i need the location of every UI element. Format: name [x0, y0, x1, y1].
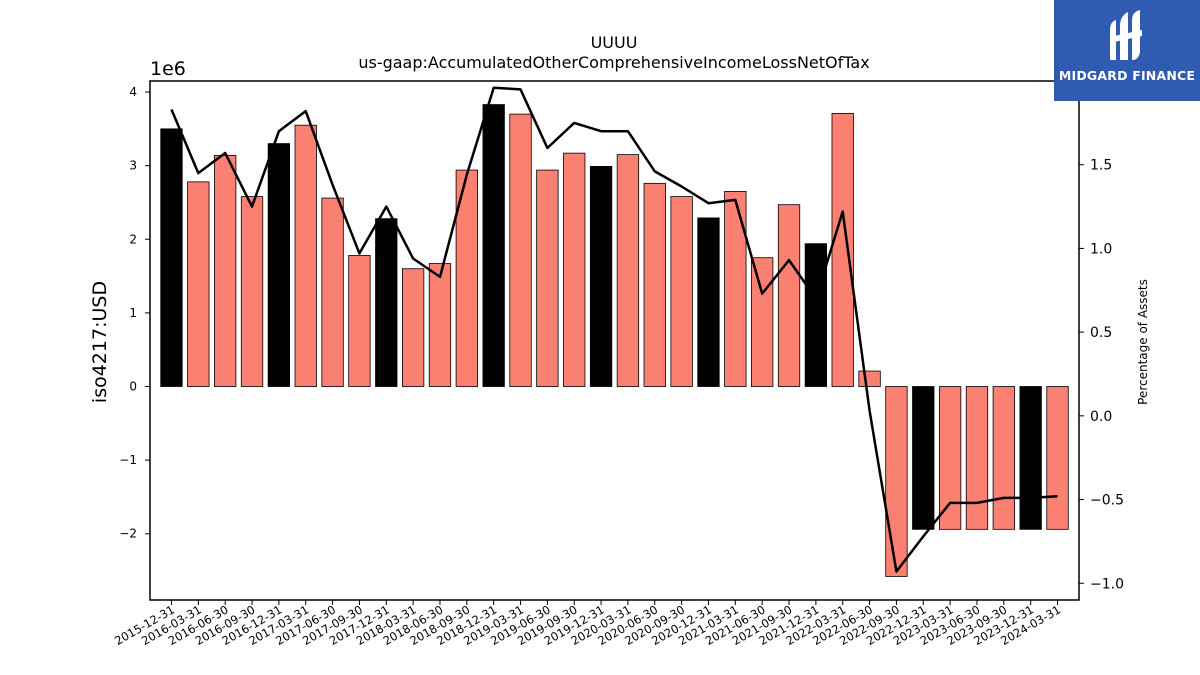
bar [1019, 386, 1042, 530]
axes-layer: −2−101234−1.0−0.50.00.51.01.52015-12-312… [112, 85, 1124, 648]
bar [992, 386, 1015, 530]
bar [348, 255, 371, 387]
midgard-finance-logo: MIDGARD FINANCE [1054, 0, 1200, 101]
bar [751, 257, 774, 387]
y2-tick-label: 0.5 [1090, 325, 1112, 341]
y2-axis-label: Percentage of Assets [1136, 279, 1150, 405]
bar [831, 112, 854, 387]
y2-tick-label: −0.5 [1090, 493, 1124, 509]
bar [214, 154, 237, 387]
chart-subtitle: us-gaap:AccumulatedOtherComprehensiveInc… [358, 53, 869, 72]
bar [187, 181, 210, 387]
bar [294, 124, 317, 387]
bar [589, 165, 613, 387]
y2-tick-label: 1.0 [1090, 241, 1112, 257]
y2-tick-label: −1.0 [1090, 576, 1124, 592]
y-tick-label: 1 [129, 306, 137, 320]
percentage-line [170, 86, 1058, 573]
plot-frame [149, 80, 1080, 601]
bar [938, 386, 962, 530]
logo-text: MIDGARD FINANCE [1058, 68, 1196, 83]
bar [160, 128, 183, 387]
bar [240, 196, 264, 387]
bar [321, 197, 344, 387]
y-tick-label: 0 [129, 380, 137, 394]
bar [912, 386, 935, 530]
bar [455, 169, 478, 387]
y-tick-label: −2 [119, 527, 137, 541]
bar [563, 152, 586, 387]
y-tick-label: 2 [129, 232, 137, 246]
bar [401, 268, 425, 387]
y-axis-label: iso4217:USD [89, 281, 111, 403]
bar [965, 386, 989, 530]
y-tick-label: −1 [119, 453, 137, 467]
chart-title: UUUU [591, 33, 638, 52]
bar [670, 196, 693, 387]
bar [509, 113, 532, 387]
bar [482, 104, 505, 387]
bar [375, 218, 398, 387]
y-axis-multiplier: 1e6 [150, 58, 186, 80]
y2-tick-label: 0.0 [1090, 409, 1112, 425]
bar [697, 217, 720, 387]
bars-layer [160, 104, 1069, 577]
bar [777, 204, 801, 387]
line-layer [170, 86, 1058, 573]
bar [616, 154, 640, 387]
bar [858, 370, 881, 387]
y2-tick-label: 1.5 [1090, 158, 1112, 174]
bar [643, 182, 666, 387]
y-tick-label: 3 [129, 159, 137, 173]
midgard-logo-mark-icon [1110, 10, 1142, 60]
bar [804, 243, 828, 387]
bar [1046, 386, 1069, 530]
bar [885, 386, 908, 577]
bar [267, 143, 291, 387]
y-tick-label: 4 [129, 85, 137, 99]
bar [724, 191, 747, 387]
bar [536, 169, 559, 387]
bar [428, 263, 452, 387]
